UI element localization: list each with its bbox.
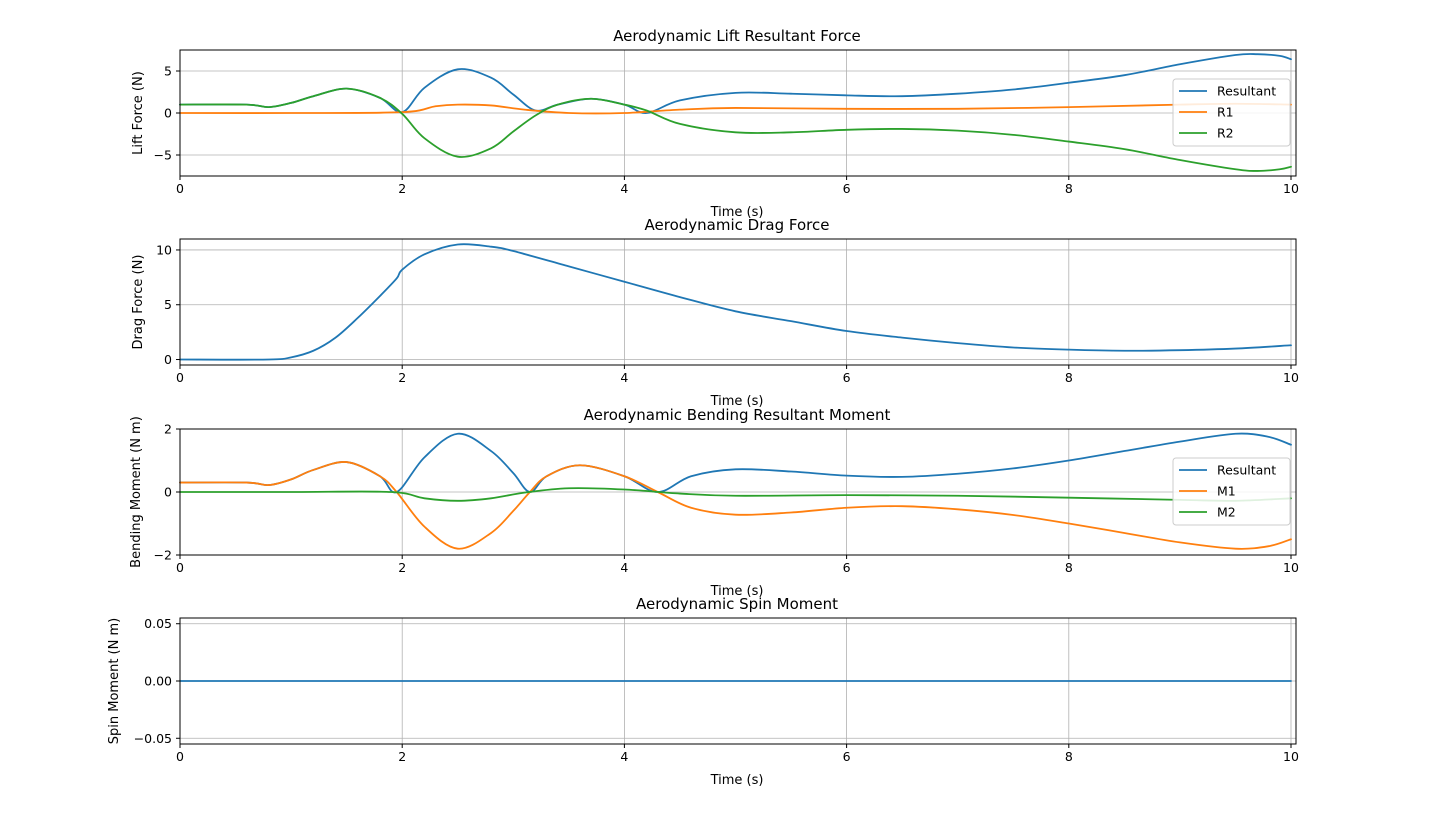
x-tick-label: 2 xyxy=(398,181,406,196)
x-tick-label: 6 xyxy=(843,181,851,196)
x-tick-label: 8 xyxy=(1065,749,1073,764)
y-tick-label: 0 xyxy=(164,352,172,367)
x-tick-label: 6 xyxy=(843,370,851,385)
x-axis-label: Time (s) xyxy=(710,205,764,220)
y-tick-label: 0.05 xyxy=(144,616,172,631)
legend-label: R1 xyxy=(1217,105,1234,120)
y-axis-label: Drag Force (N) xyxy=(131,255,146,350)
chart-panel-3: 0 2 4 6 8 10 −2 0 2 Aerodynamic Bending Resultant… xyxy=(129,406,1299,599)
x-axis-label: Time (s) xyxy=(710,584,764,599)
chart-panel-1: 0 2 4 6 8 10 −5 0 5 Aerodynamic Lift Resultant Fo… xyxy=(131,27,1299,220)
chart-title: Aerodynamic Lift Resultant Force xyxy=(613,27,861,45)
x-tick-label: 4 xyxy=(620,370,628,385)
y-axis-label: Bending Moment (N m) xyxy=(129,416,144,568)
series-line-m2 xyxy=(179,487,1292,502)
y-axis: −0.05 0.00 0.05 xyxy=(134,616,180,746)
legend: Resultant M1 M2 xyxy=(1172,457,1291,526)
y-tick-label: 0 xyxy=(164,106,172,121)
x-tick-label: 6 xyxy=(843,560,851,575)
x-tick-label: 8 xyxy=(1065,370,1073,385)
y-tick-label: 5 xyxy=(164,297,172,312)
chart-title: Aerodynamic Bending Resultant Moment xyxy=(584,406,891,424)
y-axis: −5 0 5 xyxy=(154,64,180,163)
y-tick-label: −2 xyxy=(154,548,172,563)
x-axis-label: Time (s) xyxy=(710,773,764,788)
x-tick-label: 8 xyxy=(1065,560,1073,575)
series-group xyxy=(179,432,1292,550)
x-tick-label: 10 xyxy=(1283,560,1299,575)
chart-panel-2: 0 2 4 6 8 10 0 5 10 Aerodynamic Drag Force Time (s… xyxy=(131,216,1299,409)
series-line-m1 xyxy=(179,461,1292,550)
legend: Resultant R1 R2 xyxy=(1172,78,1291,147)
legend-box xyxy=(1172,78,1291,147)
chart-title: Aerodynamic Spin Moment xyxy=(636,595,838,613)
x-tick-label: 0 xyxy=(176,181,184,196)
x-tick-label: 10 xyxy=(1283,749,1299,764)
legend-label: M1 xyxy=(1217,484,1236,499)
x-tick-label: 10 xyxy=(1283,370,1299,385)
x-tick-label: 0 xyxy=(176,749,184,764)
x-tick-label: 4 xyxy=(620,181,628,196)
series-line-r2 xyxy=(179,87,1292,172)
y-axis-label: Spin Moment (N m) xyxy=(107,618,122,744)
legend-label: M2 xyxy=(1217,505,1236,520)
legend-label: Resultant xyxy=(1217,84,1276,99)
x-tick-label: 8 xyxy=(1065,181,1073,196)
plot-frame xyxy=(179,238,1297,366)
x-axis: 0 2 4 6 8 10 xyxy=(176,744,1299,764)
y-tick-label: 5 xyxy=(164,64,172,79)
y-tick-label: 0.00 xyxy=(144,674,172,689)
chart-title: Aerodynamic Drag Force xyxy=(645,216,830,234)
series-line-r1 xyxy=(179,102,1292,115)
x-axis: 0 2 4 6 8 10 xyxy=(176,365,1299,385)
x-tick-label: 10 xyxy=(1283,181,1299,196)
series-group xyxy=(179,53,1292,172)
series-line-data xyxy=(179,243,1292,361)
x-axis: 0 2 4 6 8 10 xyxy=(176,176,1299,196)
series-group xyxy=(179,243,1292,361)
x-tick-label: 6 xyxy=(843,749,851,764)
y-axis-label: Lift Force (N) xyxy=(131,71,146,155)
x-tick-label: 2 xyxy=(398,749,406,764)
legend-label: Resultant xyxy=(1217,463,1276,478)
x-tick-label: 0 xyxy=(176,560,184,575)
legend-label: R2 xyxy=(1217,126,1234,141)
y-tick-label: −5 xyxy=(154,148,172,163)
y-tick-label: 10 xyxy=(156,242,172,257)
x-tick-label: 4 xyxy=(620,560,628,575)
y-axis: 0 5 10 xyxy=(156,242,180,367)
y-tick-label: −0.05 xyxy=(134,731,172,746)
x-axis-label: Time (s) xyxy=(710,394,764,409)
x-tick-label: 4 xyxy=(620,749,628,764)
chart-panel-4: 0 2 4 6 8 10 −0.05 0.00 0.05 Aerodynamic Spin Mom… xyxy=(107,595,1299,788)
y-tick-label: 2 xyxy=(164,422,172,437)
x-tick-label: 2 xyxy=(398,560,406,575)
x-tick-label: 0 xyxy=(176,370,184,385)
y-tick-label: 0 xyxy=(164,485,172,500)
y-axis: −2 0 2 xyxy=(154,422,180,563)
x-tick-label: 2 xyxy=(398,370,406,385)
x-axis: 0 2 4 6 8 10 xyxy=(176,555,1299,575)
legend-box xyxy=(1172,457,1291,526)
